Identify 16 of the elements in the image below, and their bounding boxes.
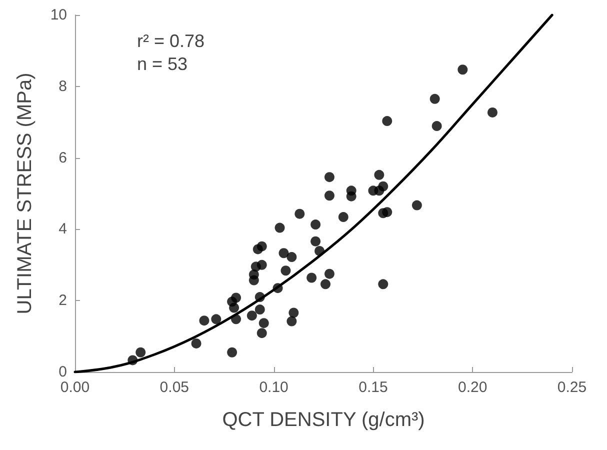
- x-tick-label: 0.25: [557, 379, 587, 396]
- x-tick-label: 0.00: [60, 379, 90, 396]
- y-tick-label: 0: [58, 364, 67, 380]
- annotation: n = 53: [137, 54, 188, 74]
- annotation: r² = 0.78: [137, 31, 205, 51]
- y-tick-label: 10: [50, 6, 67, 24]
- y-tick-label: 4: [58, 220, 67, 238]
- x-tick-label: 0.20: [458, 379, 488, 396]
- y-tick-label: 6: [58, 149, 67, 166]
- y-tick-label: 8: [58, 78, 67, 95]
- y-axis-title: ULTIMATE STRESS (MPa): [14, 72, 36, 314]
- x-tick-label: 0.15: [358, 379, 388, 396]
- y-tick-label: 2: [58, 292, 67, 310]
- x-tick-label: 0.10: [259, 379, 288, 396]
- x-tick-label: 0.05: [160, 379, 189, 396]
- x-axis-title: QCT DENSITY (g/cm³): [222, 409, 425, 431]
